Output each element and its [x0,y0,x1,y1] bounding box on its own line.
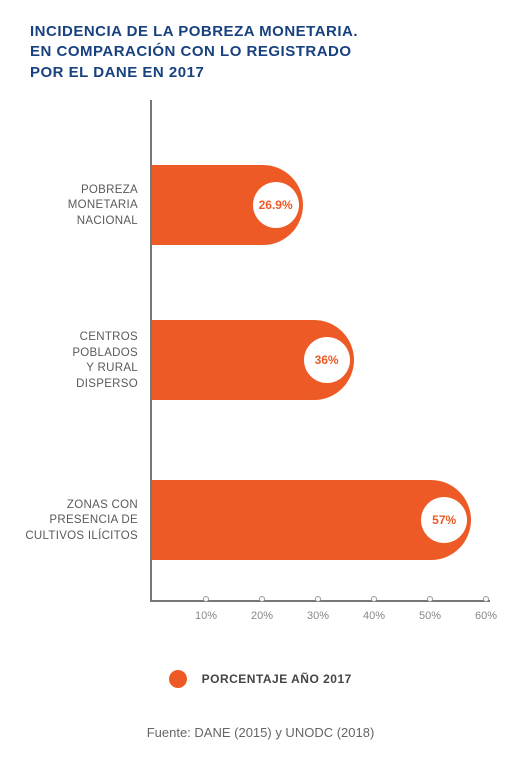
bar-1: 36% [152,320,354,400]
category-label-1: CENTROSPOBLADOSY RURALDISPERSO [18,330,138,392]
category-label-0: POBREZAMONETARIANACIONAL [18,183,138,230]
title-line-2: EN COMPARACIÓN CON LO REGISTRADO [30,43,352,60]
chart-title: INCIDENCIA DE LA POBREZA MONETARIA. EN C… [30,22,410,83]
title-line-1: INCIDENCIA DE LA POBREZA MONETARIA. [30,23,358,40]
tick-dot-30 [315,596,321,602]
bar-value-bubble-0: 26.9% [253,182,299,228]
tick-dot-40 [371,596,377,602]
tick-label-10: 10% [181,610,231,622]
category-label-2: ZONAS CONPRESENCIA DECULTIVOS ILÍCITOS [18,498,138,545]
tick-dot-50 [427,596,433,602]
legend-label: PORCENTAJE AÑO 2017 [202,672,352,686]
tick-label-30: 30% [293,610,343,622]
tick-label-40: 40% [349,610,399,622]
axis-y-stub [150,100,152,130]
tick-dot-10 [203,596,209,602]
bar-0: 26.9% [152,165,303,245]
bar-2: 57% [152,480,471,560]
tick-dot-20 [259,596,265,602]
legend-swatch-icon [169,670,187,688]
tick-label-50: 50% [405,610,455,622]
bar-value-bubble-2: 57% [421,497,467,543]
title-line-3: POR EL DANE EN 2017 [30,64,204,81]
legend: PORCENTAJE AÑO 2017 [0,670,521,688]
tick-dot-60 [483,596,489,602]
tick-label-20: 20% [237,610,287,622]
bar-value-bubble-1: 36% [304,337,350,383]
tick-label-60: 60% [461,610,511,622]
source-text: Fuente: DANE (2015) y UNODC (2018) [0,725,521,740]
chart: 26.9% POBREZAMONETARIANACIONAL 36% CENTROSP… [0,100,521,640]
